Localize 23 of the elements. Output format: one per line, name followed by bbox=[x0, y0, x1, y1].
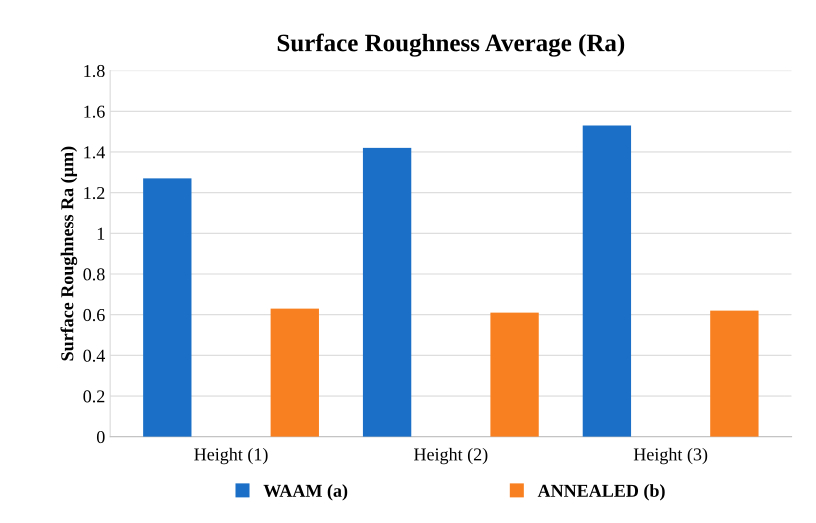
bar bbox=[710, 310, 759, 437]
y-tick-label: 0.4 bbox=[83, 350, 106, 362]
y-tick-label: 1.6 bbox=[84, 106, 105, 118]
y-tick-label: 0.8 bbox=[83, 268, 105, 281]
y-tick-label: 1.4 bbox=[84, 146, 106, 158]
y-tick-label: 0.6 bbox=[83, 308, 105, 322]
y-tick-label: 0.2 bbox=[83, 390, 104, 403]
y-tick-label: 1.2 bbox=[84, 186, 104, 200]
bar bbox=[362, 148, 412, 437]
x-tick-label: Height (3) bbox=[634, 448, 708, 464]
x-tick-label: Height (1) bbox=[194, 448, 268, 464]
bar bbox=[143, 178, 192, 437]
y-tick-label: 1.8 bbox=[84, 64, 105, 78]
y-axis-title: Surface Roughness Ra (µm) bbox=[60, 146, 78, 360]
legend-label: ANNEALED (b) bbox=[538, 484, 665, 501]
x-tick-label: Height (2) bbox=[414, 448, 488, 464]
y-tick-label: 1 bbox=[98, 228, 104, 240]
bar bbox=[270, 308, 319, 437]
bar bbox=[490, 312, 539, 437]
legend-label: WAAM (a) bbox=[264, 484, 348, 501]
y-tick-label: 0 bbox=[96, 430, 105, 444]
chart-title: Surface Roughness Average (Ra) bbox=[278, 34, 624, 57]
bar bbox=[582, 126, 632, 437]
